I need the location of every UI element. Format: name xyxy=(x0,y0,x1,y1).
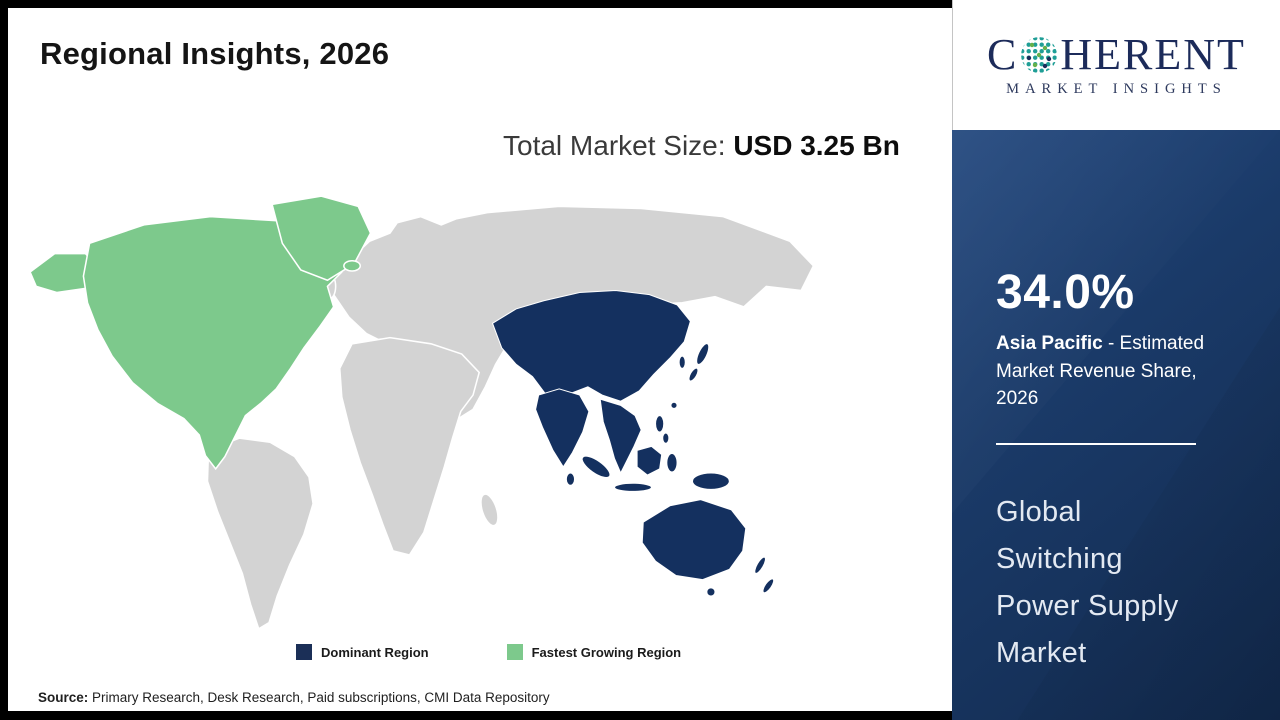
world-map xyxy=(26,190,836,635)
region-korea xyxy=(678,355,686,369)
total-market-size-value: USD 3.25 Bn xyxy=(733,130,900,161)
globe-icon xyxy=(1021,36,1058,73)
region-sulawesi xyxy=(666,452,678,473)
region-south-america xyxy=(206,437,314,630)
brand-logo: C xyxy=(952,0,1280,130)
page-title: Regional Insights, 2026 xyxy=(40,36,390,71)
region-southeast-asia xyxy=(599,398,642,475)
revenue-share-description: Asia Pacific - Estimated Market Revenue … xyxy=(996,330,1236,413)
brand-letter-c: C xyxy=(987,29,1019,79)
legend: Dominant Region Fastest Growing Region xyxy=(296,644,681,660)
source-label: Source: xyxy=(38,690,89,705)
region-africa xyxy=(338,336,481,556)
region-iceland xyxy=(343,259,362,272)
dominant-region-swatch xyxy=(296,644,312,660)
panel-divider xyxy=(996,442,1196,445)
region-java xyxy=(614,482,652,492)
revenue-share-value: 34.0% xyxy=(996,266,1135,319)
market-name: Global Switching Power Supply Market xyxy=(996,495,1179,669)
region-new-zealand-south xyxy=(762,578,775,594)
region-tasmania xyxy=(706,587,716,597)
brand-logo-wordmark: C xyxy=(987,29,1246,79)
region-sri-lanka xyxy=(565,472,576,486)
revenue-share-region: Asia Pacific xyxy=(996,333,1103,354)
region-rest-of-world xyxy=(206,205,815,630)
region-japan-kyushu xyxy=(688,367,699,382)
right-column: C xyxy=(952,0,1280,720)
region-new-guinea xyxy=(691,472,730,490)
legend-item-fastest-growing: Fastest Growing Region xyxy=(506,644,682,660)
total-market-size: Total Market Size: USD 3.25 Bn xyxy=(503,126,903,165)
fastest-growing-region-label: Fastest Growing Region xyxy=(531,644,682,660)
region-madagascar xyxy=(480,493,499,527)
side-panel-content: 34.0% Asia Pacific - Estimated Market Re… xyxy=(952,130,1280,677)
region-north-america xyxy=(29,195,372,471)
total-market-size-label: Total Market Size: xyxy=(503,130,734,161)
world-map-svg xyxy=(29,195,815,630)
region-taiwan xyxy=(670,401,678,409)
region-asia-pacific xyxy=(491,289,775,597)
region-china-central-asia xyxy=(491,289,691,404)
dominant-region-label: Dominant Region xyxy=(321,644,429,660)
region-philippines-south xyxy=(662,432,670,444)
region-india xyxy=(535,388,590,468)
region-new-zealand-north xyxy=(754,556,766,574)
legend-item-dominant: Dominant Region xyxy=(296,644,429,660)
brand-subtitle: MARKET INSIGHTS xyxy=(1006,80,1227,97)
revenue-share-desc-text: - Estimated Market Revenue Share, 2026 xyxy=(996,333,1205,410)
region-australia xyxy=(641,499,747,581)
region-borneo xyxy=(636,445,663,476)
brand-letters-herent: HERENT xyxy=(1060,29,1246,79)
region-philippines xyxy=(655,415,665,433)
main-content-area: Regional Insights, 2026 Total Market Siz… xyxy=(0,0,952,720)
region-sumatra xyxy=(581,455,611,479)
source-line: Source: Primary Research, Desk Research,… xyxy=(38,690,550,705)
region-japan-honshu xyxy=(696,343,710,365)
source-text: Primary Research, Desk Research, Paid su… xyxy=(88,690,550,705)
fastest-growing-region-swatch xyxy=(506,644,523,660)
side-panel: 34.0% Asia Pacific - Estimated Market Re… xyxy=(952,130,1280,720)
